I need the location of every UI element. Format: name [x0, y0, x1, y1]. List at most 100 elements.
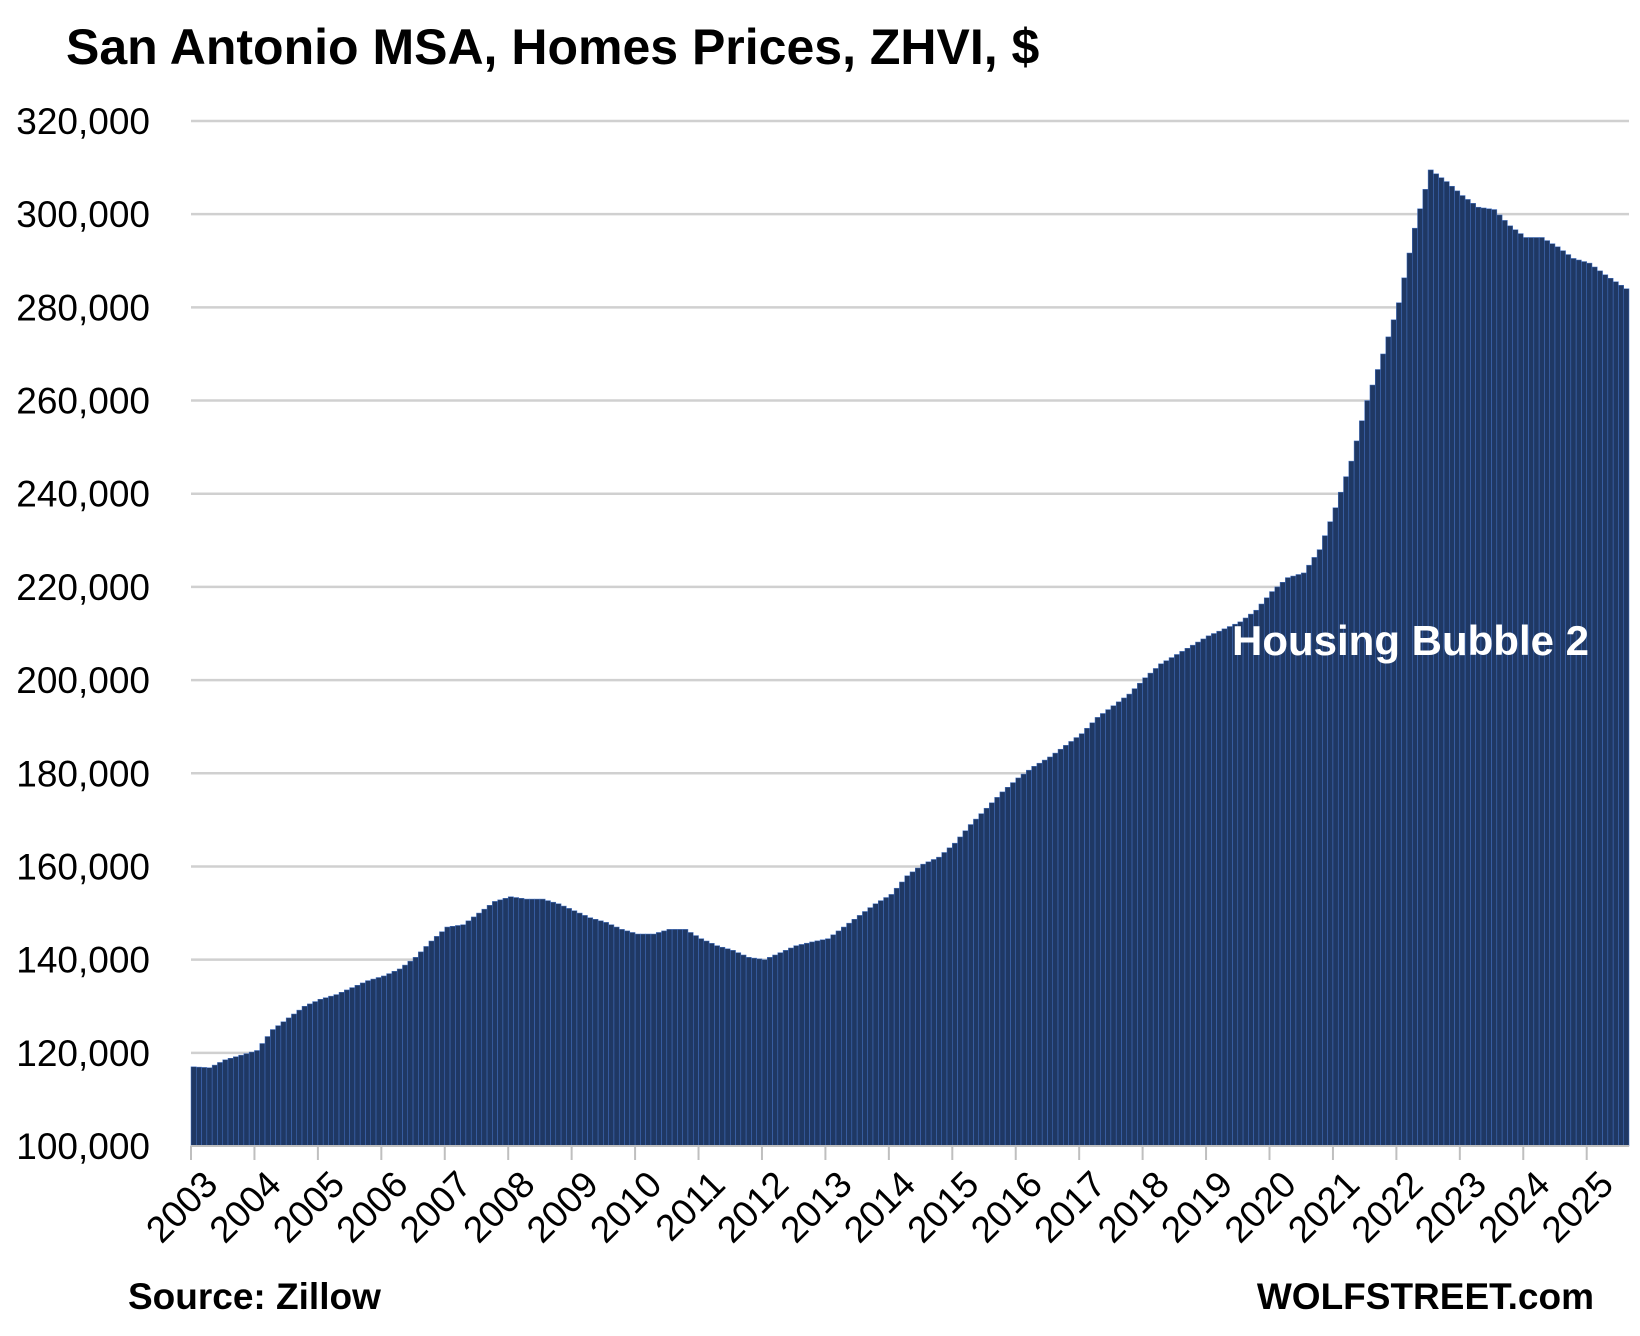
bar — [1253, 609, 1260, 1147]
bar — [264, 1036, 271, 1147]
bar — [1417, 208, 1424, 1147]
bar — [428, 940, 435, 1147]
bar — [1105, 709, 1112, 1147]
bar — [1121, 697, 1128, 1147]
bar — [465, 920, 472, 1147]
bar — [433, 936, 440, 1147]
y-tick-label: 300,000 — [16, 194, 150, 235]
bar — [1359, 420, 1365, 1147]
bar — [719, 946, 726, 1147]
bar — [1242, 617, 1249, 1147]
bar — [1258, 603, 1265, 1147]
bar — [407, 960, 414, 1147]
bar — [322, 997, 329, 1147]
x-tick-label: 2008 — [455, 1163, 542, 1250]
bar — [1343, 476, 1350, 1147]
bar — [555, 903, 562, 1147]
bar — [301, 1005, 308, 1147]
bar — [227, 1058, 234, 1147]
bar — [354, 985, 361, 1147]
bar — [1475, 206, 1482, 1147]
bar — [1560, 250, 1566, 1147]
bar — [1602, 274, 1609, 1147]
bar — [624, 930, 631, 1147]
bar — [196, 1066, 202, 1147]
bar — [1575, 259, 1582, 1147]
bar — [1279, 582, 1286, 1147]
bar — [460, 924, 467, 1147]
bar — [666, 929, 673, 1147]
bar — [1158, 663, 1165, 1147]
bar — [1052, 752, 1059, 1147]
bar — [423, 946, 430, 1147]
bar — [687, 932, 694, 1147]
bar — [1364, 400, 1371, 1147]
x-tick-label: 2003 — [138, 1163, 225, 1250]
bar — [201, 1067, 208, 1147]
bar — [206, 1067, 213, 1147]
y-tick-label: 240,000 — [16, 474, 150, 515]
bar — [307, 1003, 313, 1147]
bar — [1248, 613, 1254, 1147]
bar — [391, 971, 398, 1147]
bar — [1211, 633, 1217, 1147]
x-tick-label: 2018 — [1090, 1163, 1177, 1250]
bar — [909, 871, 916, 1147]
bar — [1063, 745, 1069, 1147]
bar — [640, 933, 646, 1147]
bar — [1486, 208, 1492, 1147]
bar — [735, 952, 742, 1147]
bar — [862, 911, 868, 1147]
bar — [1126, 693, 1133, 1147]
bar — [259, 1043, 266, 1147]
x-tick-label: 2016 — [963, 1163, 1050, 1250]
bar — [772, 954, 779, 1147]
bar — [248, 1051, 255, 1147]
bar — [1036, 762, 1043, 1147]
bar — [1216, 630, 1223, 1147]
bar — [645, 933, 652, 1147]
bar — [1004, 787, 1011, 1147]
bar — [819, 939, 826, 1147]
bar — [1274, 586, 1281, 1147]
bar — [566, 908, 572, 1147]
bar — [470, 916, 477, 1147]
bar — [962, 830, 969, 1147]
bar — [576, 912, 583, 1147]
bar — [782, 950, 789, 1147]
bar — [698, 938, 705, 1147]
bar — [1570, 258, 1577, 1147]
bar — [714, 945, 720, 1147]
x-tick-label: 2017 — [1026, 1163, 1113, 1250]
bar — [222, 1059, 229, 1147]
bar — [1385, 336, 1392, 1147]
bar — [1084, 727, 1091, 1147]
bar — [381, 975, 387, 1147]
bar — [989, 802, 995, 1147]
y-tick-label: 200,000 — [16, 660, 150, 701]
bar — [925, 861, 932, 1147]
bar — [1221, 628, 1228, 1147]
bar — [809, 941, 816, 1147]
bar — [275, 1025, 282, 1147]
bar — [1137, 682, 1143, 1147]
bar — [1152, 668, 1159, 1147]
bar — [1549, 243, 1556, 1147]
bar — [1263, 597, 1270, 1147]
bar — [1470, 203, 1476, 1147]
bar — [1517, 233, 1524, 1147]
bar — [878, 900, 884, 1147]
bar — [1205, 635, 1212, 1147]
bar — [1094, 717, 1101, 1147]
bar — [455, 925, 461, 1147]
bar — [481, 908, 488, 1147]
x-tick-label: 2009 — [519, 1163, 606, 1250]
bar — [1607, 277, 1614, 1147]
bar — [629, 932, 636, 1147]
bar — [967, 824, 974, 1147]
x-tick-label: 2021 — [1280, 1163, 1367, 1250]
annotation-housing-bubble-2: Housing Bubble 2 — [1232, 617, 1589, 664]
bar — [1449, 185, 1455, 1147]
bar — [952, 842, 958, 1147]
bar — [581, 915, 588, 1147]
